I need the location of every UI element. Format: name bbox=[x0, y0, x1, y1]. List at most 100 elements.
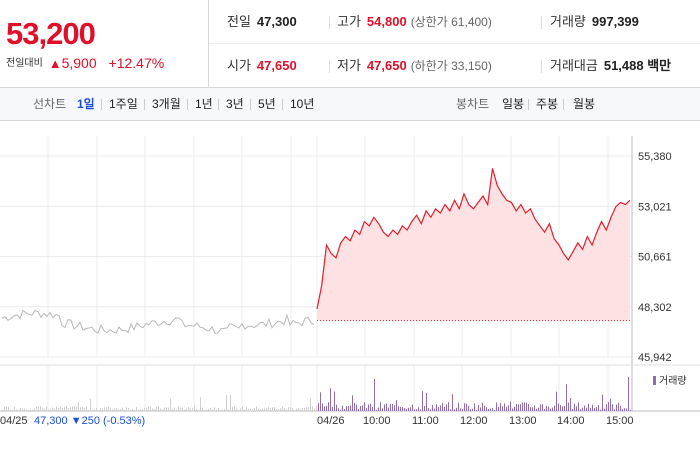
volume-bar bbox=[284, 408, 285, 411]
candle-tab-weekly[interactable]: 주봉 bbox=[536, 97, 559, 111]
period-tab-3y[interactable]: 3년 bbox=[226, 97, 244, 111]
volume-bar bbox=[378, 407, 379, 411]
divider bbox=[250, 99, 251, 110]
prev-close-value: 47,300 bbox=[256, 14, 297, 29]
volume-bar bbox=[114, 408, 115, 411]
volume-bar bbox=[454, 409, 455, 411]
volume-bar bbox=[198, 409, 199, 411]
period-tab-5y[interactable]: 5년 bbox=[258, 97, 276, 111]
volume-bar bbox=[360, 405, 361, 411]
period-tab-1d[interactable]: 1일 bbox=[77, 97, 95, 111]
high-label: 고가 bbox=[337, 14, 361, 29]
volume-bar bbox=[116, 407, 117, 411]
volume-bar bbox=[184, 409, 185, 411]
volume-bar bbox=[592, 404, 593, 411]
divider bbox=[282, 99, 283, 110]
volume-bar bbox=[188, 406, 189, 411]
volume-bar bbox=[26, 409, 27, 411]
volume-bar bbox=[396, 400, 397, 411]
volume-bar bbox=[448, 402, 449, 411]
volume-bar bbox=[384, 404, 385, 411]
volume-bar bbox=[366, 408, 367, 411]
volume-bar bbox=[244, 409, 245, 411]
volume-bar bbox=[104, 407, 105, 411]
volume-bar bbox=[536, 408, 537, 411]
volume-bar bbox=[250, 408, 251, 411]
volume-bar bbox=[182, 407, 183, 411]
chart-footer: 04/25 47,300 ▼250 (-0.53%) 04/26 10:00 1… bbox=[0, 413, 700, 431]
volume-bar bbox=[566, 384, 567, 411]
volume-value: 997,399 bbox=[591, 14, 639, 29]
volume-bar bbox=[76, 406, 77, 411]
high-cell: 고가 54,800 (상한가 61,400) bbox=[337, 0, 492, 44]
volume-bar bbox=[290, 407, 291, 411]
volume-bar bbox=[578, 402, 579, 411]
volume-bar bbox=[418, 407, 419, 411]
period-tab-3m[interactable]: 3개월 bbox=[152, 97, 181, 111]
volume-bar bbox=[272, 407, 273, 411]
volume-bar bbox=[192, 408, 193, 411]
y-tick-label: 53,021 bbox=[638, 201, 672, 213]
volume-bar bbox=[312, 406, 313, 411]
volume-bar bbox=[108, 406, 109, 411]
volume-bar bbox=[428, 408, 429, 411]
volume-bar bbox=[64, 407, 65, 411]
candle-tab-daily[interactable]: 일봉 bbox=[502, 97, 525, 111]
volume-bar bbox=[302, 408, 303, 411]
volume-bar bbox=[168, 407, 169, 411]
divider bbox=[541, 16, 542, 29]
volume-bar bbox=[314, 408, 315, 411]
volume-bar bbox=[612, 404, 613, 411]
volume-bar bbox=[580, 409, 581, 411]
volume-bar bbox=[86, 406, 87, 411]
volume-bar bbox=[14, 406, 15, 411]
volume-bar bbox=[614, 409, 615, 411]
volume-bar bbox=[588, 403, 589, 411]
volume-bar bbox=[382, 408, 383, 411]
volume-bar bbox=[546, 405, 547, 411]
price-chart-area: 55,380 53,021 50,661 48,302 45,942 bbox=[0, 121, 700, 450]
volume-bar bbox=[440, 405, 441, 411]
prev-day-series bbox=[1, 309, 315, 334]
today-price-line bbox=[316, 168, 631, 310]
volume-bar bbox=[564, 406, 565, 411]
volume-bar bbox=[512, 408, 513, 411]
prev-close-cell: 전일 47,300 bbox=[227, 0, 297, 44]
high-value: 54,800 bbox=[366, 14, 407, 29]
divider bbox=[329, 60, 330, 73]
volume-bar bbox=[286, 409, 287, 411]
volume-bar bbox=[268, 406, 269, 411]
period-tab-10y[interactable]: 10년 bbox=[290, 97, 315, 111]
volume-bar bbox=[118, 409, 119, 411]
change-label: 전일대비 bbox=[6, 58, 43, 69]
volume-bar bbox=[256, 406, 257, 411]
volume-bar bbox=[506, 406, 507, 411]
period-tab-1y[interactable]: 1년 bbox=[195, 97, 213, 111]
period-tab-1w[interactable]: 1주일 bbox=[109, 97, 138, 111]
volume-bar bbox=[180, 407, 181, 411]
volume-bar bbox=[56, 406, 57, 411]
candle-tab-monthly[interactable]: 월봉 bbox=[573, 97, 596, 111]
volume-bar bbox=[318, 403, 319, 411]
volume-bar bbox=[410, 407, 411, 411]
volume-bar bbox=[456, 407, 457, 411]
volume-bar bbox=[252, 408, 253, 411]
volume-bar bbox=[216, 409, 217, 411]
volume-bar bbox=[128, 407, 129, 411]
current-price: 53,200 bbox=[6, 16, 96, 51]
x-tick-label: 14:00 bbox=[557, 415, 585, 427]
volume-bar bbox=[200, 397, 201, 411]
volume-bar bbox=[266, 408, 267, 411]
volume-bar bbox=[274, 407, 275, 411]
volume-bar bbox=[538, 407, 539, 411]
volume-cell: 거래량 997,399 bbox=[550, 0, 639, 44]
volume-bar bbox=[28, 409, 29, 411]
volume-bar bbox=[242, 406, 243, 411]
volume-bar bbox=[572, 409, 573, 411]
volume-bar bbox=[416, 409, 417, 411]
volume-bar bbox=[392, 404, 393, 411]
volume-bar bbox=[160, 408, 161, 411]
volume-bar bbox=[452, 394, 453, 411]
volume-bar bbox=[444, 406, 445, 411]
volume-bar bbox=[544, 408, 545, 411]
